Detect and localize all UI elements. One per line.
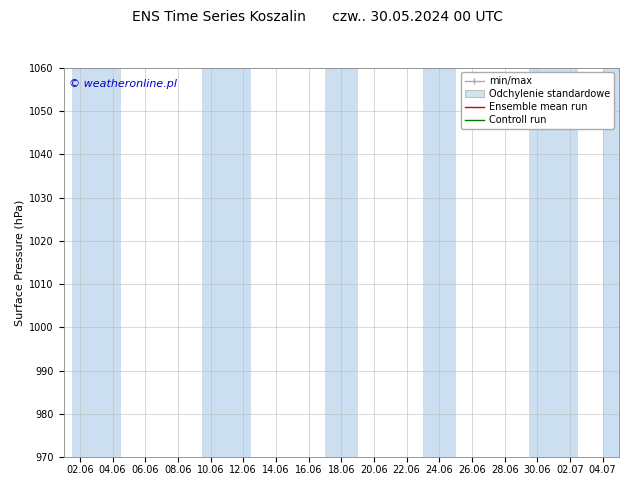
- Bar: [72, 68, 120, 457]
- Bar: [423, 68, 456, 457]
- Y-axis label: Surface Pressure (hPa): Surface Pressure (hPa): [15, 199, 25, 326]
- Bar: [603, 68, 634, 457]
- Legend: min/max, Odchylenie standardowe, Ensemble mean run, Controll run: min/max, Odchylenie standardowe, Ensembl…: [461, 73, 614, 129]
- Bar: [325, 68, 358, 457]
- Bar: [202, 68, 252, 457]
- Text: ENS Time Series Koszalin      czw.. 30.05.2024 00 UTC: ENS Time Series Koszalin czw.. 30.05.202…: [131, 10, 503, 24]
- Text: © weatheronline.pl: © weatheronline.pl: [69, 79, 177, 89]
- Bar: [529, 68, 578, 457]
